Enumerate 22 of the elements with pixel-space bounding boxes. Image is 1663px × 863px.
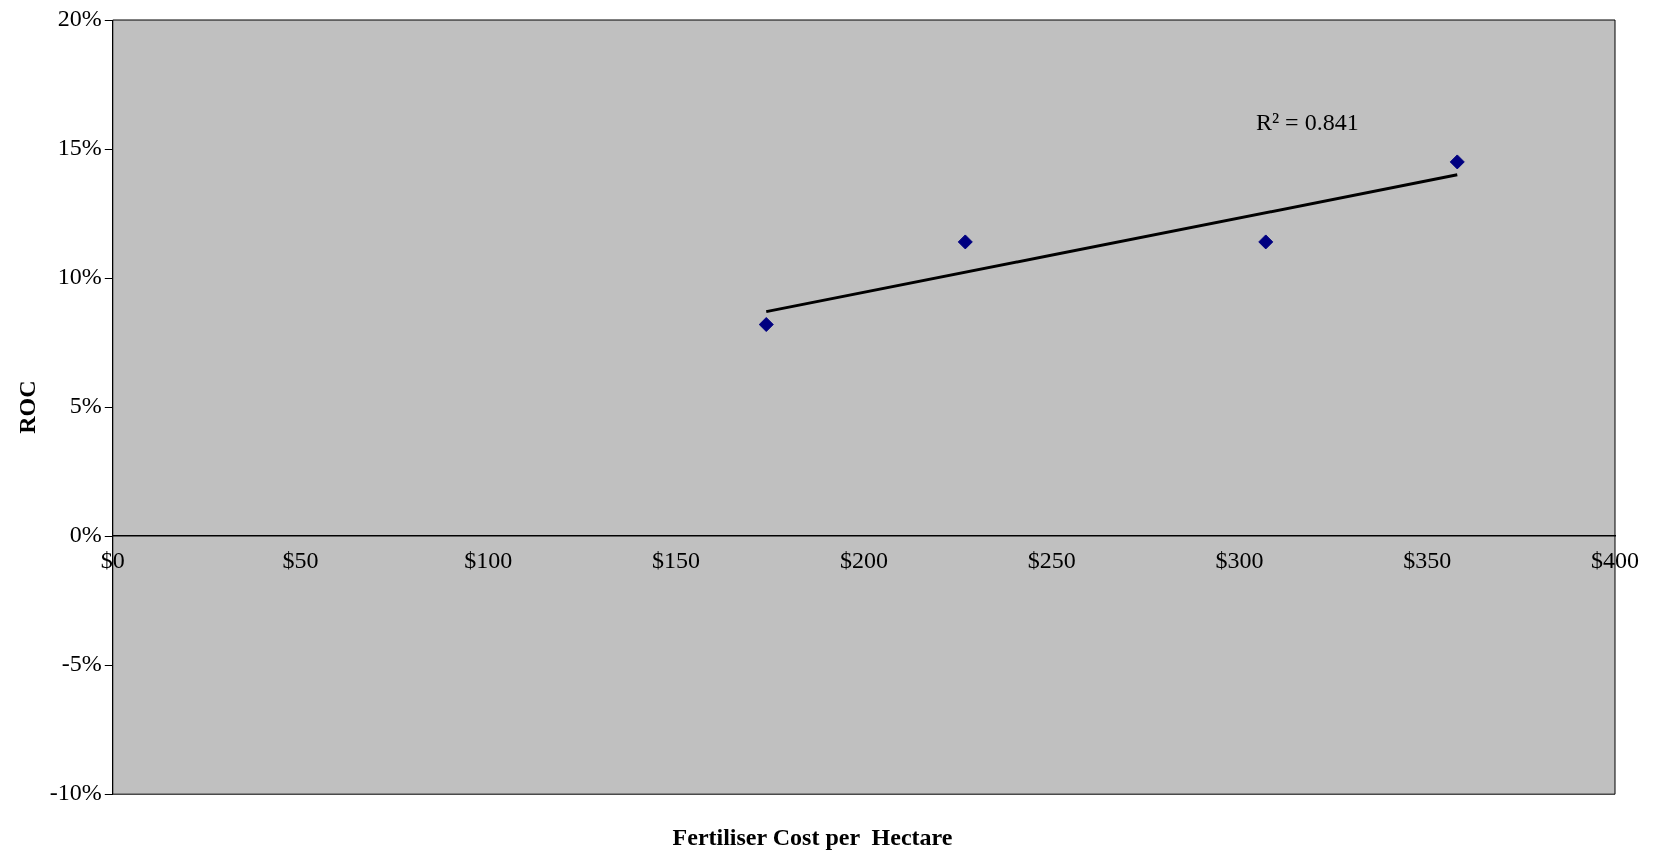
point: [1449, 154, 1465, 170]
annotation: R² = 0.841: [1255, 108, 1359, 135]
y-axis-title: ROC: [13, 380, 40, 434]
y-tick-label: 0%: [69, 521, 102, 548]
x-tick-label: $400: [1591, 546, 1639, 573]
point: [957, 234, 973, 250]
point: [758, 317, 774, 333]
x-tick-label: $50: [282, 546, 319, 573]
point: [1258, 234, 1274, 250]
x-tick-label: $350: [1403, 546, 1452, 573]
y-tick-label: 20%: [57, 5, 102, 32]
y-tick-label: 15%: [57, 134, 102, 161]
x-tick-label: $150: [652, 546, 701, 573]
y-tick-label: 10%: [57, 263, 102, 290]
x-tick-label: $250: [1027, 546, 1076, 573]
x-axis-title: Fertiliser Cost per Hectare: [672, 823, 953, 850]
y-tick-label: 5%: [69, 392, 102, 419]
x-tick-label: $200: [839, 546, 888, 573]
y-tick-label: -10%: [49, 779, 102, 806]
x-tick-label: $300: [1215, 546, 1264, 573]
y-tick-label: -5%: [61, 650, 102, 677]
x-tick-label: $100: [464, 546, 513, 573]
